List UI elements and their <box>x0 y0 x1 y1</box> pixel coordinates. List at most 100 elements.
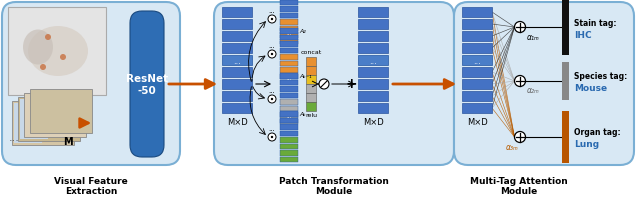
FancyBboxPatch shape <box>454 3 634 165</box>
FancyBboxPatch shape <box>214 3 454 165</box>
Bar <box>280 61 298 67</box>
Text: IHC: IHC <box>574 30 591 39</box>
Bar <box>280 39 298 45</box>
Bar <box>280 137 298 143</box>
Text: Patch Transformation
Module: Patch Transformation Module <box>279 176 389 195</box>
Text: Species tag:: Species tag: <box>574 72 627 81</box>
Bar <box>358 80 388 90</box>
Bar <box>280 144 298 149</box>
Bar <box>462 44 492 54</box>
Bar <box>222 56 252 66</box>
Circle shape <box>515 76 525 87</box>
Text: ...: ... <box>286 0 292 1</box>
Bar <box>280 119 298 124</box>
Text: M×D: M×D <box>227 118 248 126</box>
Text: Stain tag:: Stain tag: <box>574 18 616 27</box>
Circle shape <box>515 132 525 143</box>
Text: ...: ... <box>269 8 275 14</box>
Text: ResNet
-50: ResNet -50 <box>126 74 168 95</box>
Bar <box>358 8 388 18</box>
Circle shape <box>271 53 273 56</box>
Bar <box>280 157 298 162</box>
Bar <box>222 68 252 78</box>
Bar <box>12 102 74 145</box>
Text: Mouse: Mouse <box>574 84 607 93</box>
Bar <box>24 94 86 137</box>
Text: relu: relu <box>305 113 317 118</box>
Text: M: M <box>63 136 73 146</box>
Circle shape <box>268 16 276 24</box>
Circle shape <box>268 51 276 59</box>
Bar <box>222 44 252 54</box>
Ellipse shape <box>28 27 88 77</box>
Bar <box>280 26 298 32</box>
Text: Aₖ₋₁: Aₖ₋₁ <box>299 74 312 79</box>
Bar <box>280 74 298 80</box>
Bar <box>562 111 569 163</box>
Bar <box>462 56 492 66</box>
Bar <box>280 33 298 38</box>
Bar <box>358 44 388 54</box>
Bar <box>280 13 298 19</box>
Text: ...: ... <box>473 56 481 65</box>
Bar <box>358 92 388 102</box>
Text: Multi-Tag Attention
Module: Multi-Tag Attention Module <box>470 176 568 195</box>
Bar <box>280 86 298 92</box>
Bar <box>462 8 492 18</box>
Bar <box>280 131 298 136</box>
Bar <box>358 103 388 113</box>
Bar <box>462 68 492 78</box>
Bar <box>280 111 298 117</box>
Bar <box>280 42 298 47</box>
Bar <box>8 8 106 95</box>
Bar <box>222 20 252 30</box>
Text: Visual Feature
Extraction: Visual Feature Extraction <box>54 176 128 195</box>
Circle shape <box>319 80 329 90</box>
Bar <box>306 67 316 75</box>
Circle shape <box>40 65 46 71</box>
Bar <box>462 103 492 113</box>
Text: ...: ... <box>286 31 292 36</box>
Bar <box>280 80 298 86</box>
Text: M×D: M×D <box>467 118 488 126</box>
Text: α₁ₘ: α₁ₘ <box>527 32 540 41</box>
Text: Lung: Lung <box>574 140 599 149</box>
Bar <box>222 103 252 113</box>
Bar <box>280 112 298 118</box>
Text: ...: ... <box>233 56 241 65</box>
Text: ...: ... <box>269 125 275 131</box>
FancyBboxPatch shape <box>2 3 180 165</box>
Bar <box>358 20 388 30</box>
Bar <box>358 32 388 42</box>
Bar <box>20 100 48 139</box>
Circle shape <box>45 35 51 41</box>
Bar <box>562 63 569 101</box>
Bar <box>280 29 298 34</box>
Bar <box>280 35 298 41</box>
Bar <box>222 92 252 102</box>
Bar <box>280 100 298 105</box>
Bar <box>222 80 252 90</box>
Bar <box>280 48 298 54</box>
Circle shape <box>271 98 273 101</box>
Bar <box>280 7 298 12</box>
Bar <box>222 32 252 42</box>
Circle shape <box>271 19 273 21</box>
Circle shape <box>268 95 276 103</box>
Bar <box>280 93 298 99</box>
Text: ...: ... <box>8 132 19 142</box>
Bar <box>306 85 316 93</box>
Text: ...: ... <box>269 43 275 49</box>
Text: ...: ... <box>369 56 377 65</box>
Circle shape <box>268 133 276 141</box>
Bar <box>280 0 298 6</box>
Bar <box>30 90 92 133</box>
Bar <box>462 20 492 30</box>
Bar <box>306 102 316 111</box>
Bar <box>462 32 492 42</box>
Bar <box>306 76 316 84</box>
Bar <box>280 68 298 73</box>
Bar <box>280 106 298 111</box>
Circle shape <box>515 22 525 33</box>
Bar <box>280 124 298 130</box>
